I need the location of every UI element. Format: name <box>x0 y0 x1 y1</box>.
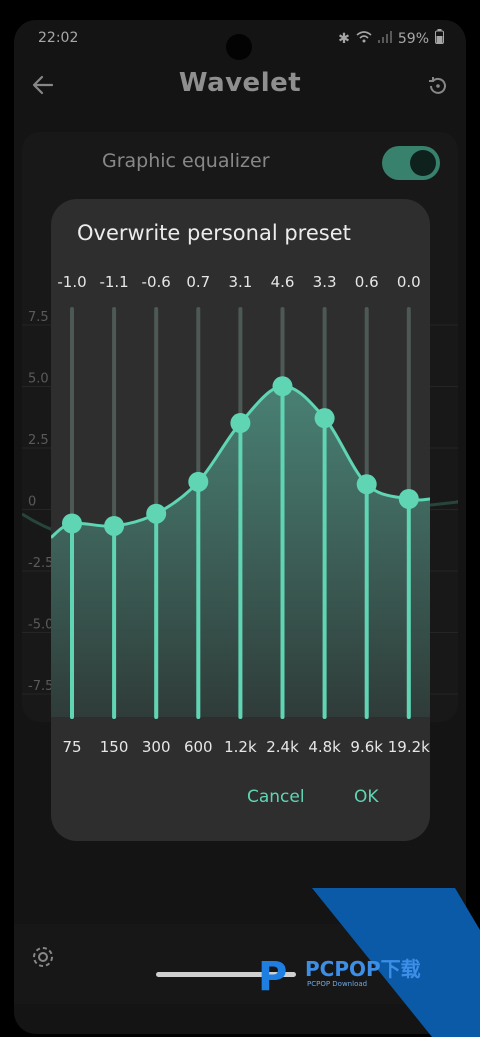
gain-label-19.2k: 0.0 <box>397 273 421 291</box>
back-arrow-icon[interactable] <box>32 74 54 96</box>
axis-label: 5.0 <box>28 372 49 387</box>
axis-label: 7.5 <box>28 310 49 325</box>
slider-knob-300[interactable] <box>146 503 167 524</box>
gain-label-1.2k: 3.1 <box>228 273 252 291</box>
bluetooth-icon: ✱ <box>338 30 350 47</box>
freq-label-4.8k: 4.8k <box>308 738 341 756</box>
graphic-equalizer-label: Graphic equalizer <box>102 150 270 172</box>
gain-label-2.4k: 4.6 <box>271 273 295 291</box>
freq-label-150: 150 <box>100 738 129 756</box>
freq-label-9.6k: 9.6k <box>350 738 383 756</box>
status-bar: 22:02 ✱ 59% <box>14 20 466 58</box>
battery-icon <box>435 29 444 48</box>
gain-label-9.6k: 0.6 <box>355 273 379 291</box>
slider-knob-600[interactable] <box>188 471 209 492</box>
gain-label-75: -1.0 <box>57 273 86 291</box>
freq-label-300: 300 <box>142 738 171 756</box>
axis-label: 0 <box>28 495 36 510</box>
gain-label-300: -0.6 <box>142 273 171 291</box>
ok-button[interactable]: OK <box>354 787 379 807</box>
gear-icon[interactable] <box>30 944 56 970</box>
slider-knob-19.2k[interactable] <box>398 489 419 509</box>
app-bar: Wavelet <box>14 66 466 110</box>
gesture-nav-bar[interactable] <box>156 972 296 977</box>
slider-knob-1.2k[interactable] <box>230 413 251 434</box>
slider-knob-4.8k[interactable] <box>314 408 335 429</box>
history-icon[interactable] <box>426 74 450 98</box>
freq-label-19.2k: 19.2k <box>388 738 430 756</box>
slider-knob-150[interactable] <box>104 515 125 536</box>
slider-knob-75[interactable] <box>62 513 82 534</box>
toggle-knob <box>410 150 436 176</box>
freq-label-2.4k: 2.4k <box>266 738 299 756</box>
gain-label-600: 0.7 <box>186 273 210 291</box>
freq-label-1.2k: 1.2k <box>224 738 257 756</box>
axis-label: -2.5 <box>28 556 53 571</box>
gain-label-150: -1.1 <box>99 273 128 291</box>
graphic-equalizer-toggle[interactable] <box>382 146 440 180</box>
battery-level: 59% <box>397 30 429 47</box>
bottom-bar <box>14 924 466 1004</box>
page-title: Wavelet <box>178 68 302 98</box>
axis-label: -7.5 <box>28 679 53 694</box>
overwrite-preset-dialog: Overwrite personal preset -1.0 75 -1.1 150-… <box>51 199 430 841</box>
gain-label-4.8k: 3.3 <box>313 273 337 291</box>
freq-label-75: 75 <box>62 738 81 756</box>
slider-knob-9.6k[interactable] <box>356 474 377 495</box>
axis-label: -5.0 <box>28 618 53 633</box>
dialog-title: Overwrite personal preset <box>77 221 351 245</box>
slider-knob-2.4k[interactable] <box>272 376 293 397</box>
axis-label: 2.5 <box>28 433 49 448</box>
signal-icon <box>377 30 392 47</box>
front-camera <box>226 34 252 60</box>
cancel-button[interactable]: Cancel <box>247 787 305 807</box>
wifi-icon <box>356 30 372 47</box>
equalizer-sliders: -1.0 75 -1.1 150 -0.6 300 0.7 600 3.1 1.2k 4.6 2.4k… <box>51 273 430 756</box>
status-time: 22:02 <box>38 30 79 46</box>
freq-label-600: 600 <box>184 738 213 756</box>
